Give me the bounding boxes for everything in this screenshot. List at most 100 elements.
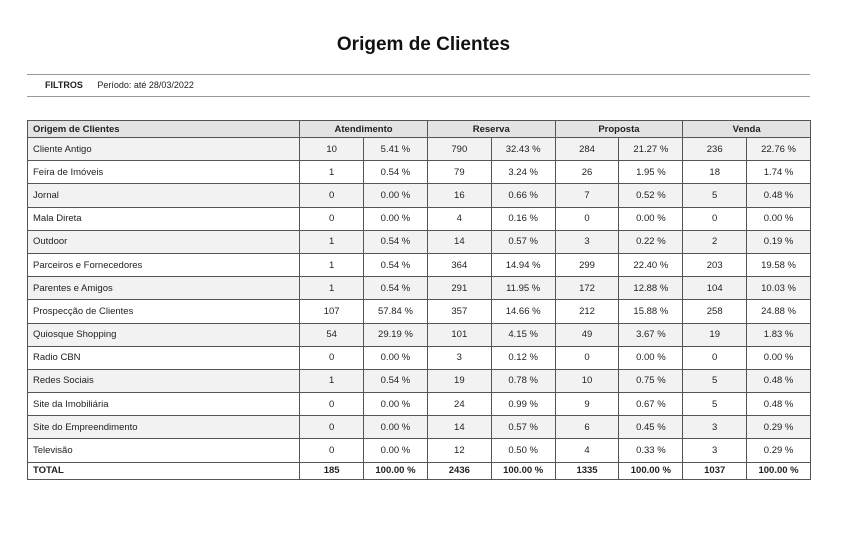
- cell-venda-count: 0: [682, 345, 748, 370]
- table-row: Radio CBN 0 0.00 % 3 0.12 % 0 0.00 % 0 0.00 %: [26, 345, 811, 370]
- cell-venda-count: 18: [682, 160, 748, 185]
- cell-reserva-pct: 0.57 %: [490, 229, 556, 254]
- table-row: Cliente Antigo 10 5.41 % 790 32.43 % 284 21.27…: [26, 136, 811, 162]
- cell-reserva-pct: 4.15 %: [490, 322, 556, 347]
- cell-proposta-count: 49: [554, 322, 620, 347]
- cell-reserva-count: 101: [426, 322, 492, 347]
- cell-reserva-count: 24: [426, 392, 492, 417]
- total-atendimento-count: 185: [299, 461, 365, 480]
- cell-venda-count: 3: [682, 438, 748, 463]
- cell-reserva-pct: 0.50 %: [490, 438, 556, 463]
- cell-atendimento-pct: 29.19 %: [363, 322, 428, 347]
- cell-venda-pct: 0.19 %: [746, 229, 811, 254]
- cell-proposta-pct: 1.95 %: [618, 160, 684, 185]
- cell-atendimento-pct: 0.00 %: [363, 438, 428, 463]
- period-filter: Período: até 28/03/2022: [97, 80, 194, 90]
- cell-venda-pct: 1.83 %: [746, 322, 811, 347]
- table-row: Mala Direta 0 0.00 % 4 0.16 % 0 0.00 % 0 0.00 %: [26, 206, 811, 231]
- cell-proposta-count: 172: [554, 276, 620, 301]
- total-venda-pct: 100.00 %: [746, 461, 811, 480]
- cell-origem: Quiosque Shopping: [26, 322, 301, 347]
- table-row: Site do Empreendimento 0 0.00 % 14 0.57 % 6 0.…: [26, 415, 811, 440]
- cell-reserva-count: 19: [426, 368, 492, 394]
- cell-venda-pct: 0.00 %: [746, 345, 811, 370]
- cell-reserva-pct: 0.57 %: [490, 415, 556, 440]
- cell-proposta-count: 9: [554, 392, 620, 417]
- cell-venda-count: 5: [682, 392, 748, 417]
- total-proposta-pct: 100.00 %: [618, 461, 684, 480]
- cell-venda-count: 236: [682, 136, 748, 162]
- cell-venda-count: 203: [682, 252, 748, 278]
- cell-reserva-pct: 32.43 %: [490, 136, 556, 162]
- cell-atendimento-count: 1: [299, 368, 365, 394]
- cell-venda-pct: 0.29 %: [746, 438, 811, 463]
- cell-proposta-pct: 15.88 %: [618, 299, 684, 324]
- filters-bar: FILTROS Período: até 28/03/2022: [27, 74, 810, 97]
- cell-atendimento-pct: 0.00 %: [363, 345, 428, 370]
- cell-venda-pct: 1.74 %: [746, 160, 811, 185]
- cell-atendimento-count: 0: [299, 392, 365, 417]
- cell-origem: Cliente Antigo: [26, 136, 301, 162]
- table-row: Quiosque Shopping 54 29.19 % 101 4.15 % 49 3.6…: [26, 322, 811, 347]
- header-venda: Venda: [682, 120, 811, 138]
- cell-proposta-pct: 0.33 %: [618, 438, 684, 463]
- cell-venda-pct: 0.00 %: [746, 206, 811, 231]
- cell-reserva-count: 3: [426, 345, 492, 370]
- filters-label: FILTROS: [45, 80, 83, 90]
- cell-proposta-count: 212: [554, 299, 620, 324]
- cell-origem: Redes Sociais: [26, 368, 301, 394]
- cell-origem: Outdoor: [26, 229, 301, 254]
- cell-venda-pct: 0.48 %: [746, 183, 811, 208]
- cell-proposta-count: 26: [554, 160, 620, 185]
- cell-atendimento-pct: 0.54 %: [363, 160, 428, 185]
- total-origem: TOTAL: [26, 461, 301, 480]
- cell-origem: Radio CBN: [26, 345, 301, 370]
- cell-proposta-pct: 0.75 %: [618, 368, 684, 394]
- total-proposta-count: 1335: [554, 461, 620, 480]
- cell-reserva-count: 14: [426, 229, 492, 254]
- cell-proposta-pct: 22.40 %: [618, 252, 684, 278]
- cell-atendimento-count: 10: [299, 136, 365, 162]
- cell-atendimento-pct: 0.00 %: [363, 206, 428, 231]
- cell-venda-count: 0: [682, 206, 748, 231]
- cell-proposta-pct: 0.22 %: [618, 229, 684, 254]
- cell-proposta-count: 10: [554, 368, 620, 394]
- cell-reserva-count: 12: [426, 438, 492, 463]
- cell-reserva-pct: 0.66 %: [490, 183, 556, 208]
- total-atendimento-pct: 100.00 %: [363, 461, 428, 480]
- cell-reserva-count: 790: [426, 136, 492, 162]
- cell-proposta-count: 284: [554, 136, 620, 162]
- cell-proposta-count: 0: [554, 345, 620, 370]
- table-row: Outdoor 1 0.54 % 14 0.57 % 3 0.22 % 2 0.19 %: [26, 229, 811, 254]
- cell-reserva-pct: 0.16 %: [490, 206, 556, 231]
- total-reserva-count: 2436: [426, 461, 492, 480]
- cell-venda-pct: 22.76 %: [746, 136, 811, 162]
- cell-origem: Jornal: [26, 183, 301, 208]
- total-reserva-pct: 100.00 %: [490, 461, 556, 480]
- table-row: Prospecção de Clientes 107 57.84 % 357 14.66…: [26, 299, 811, 324]
- cell-venda-count: 104: [682, 276, 748, 301]
- cell-reserva-pct: 11.95 %: [490, 276, 556, 301]
- cell-reserva-count: 4: [426, 206, 492, 231]
- cell-proposta-pct: 21.27 %: [618, 136, 684, 162]
- cell-proposta-count: 299: [554, 252, 620, 278]
- cell-atendimento-count: 0: [299, 183, 365, 208]
- cell-reserva-count: 14: [426, 415, 492, 440]
- cell-venda-pct: 19.58 %: [746, 252, 811, 278]
- cell-atendimento-pct: 0.00 %: [363, 415, 428, 440]
- total-venda-count: 1037: [682, 461, 748, 480]
- cell-proposta-pct: 0.00 %: [618, 345, 684, 370]
- cell-origem: Parentes e Amigos: [26, 276, 301, 301]
- cell-atendimento-count: 107: [299, 299, 365, 324]
- cell-atendimento-count: 1: [299, 252, 365, 278]
- cell-origem: Site da Imobiliária: [26, 392, 301, 417]
- cell-reserva-count: 364: [426, 252, 492, 278]
- cell-atendimento-count: 54: [299, 322, 365, 347]
- cell-reserva-pct: 14.66 %: [490, 299, 556, 324]
- cell-origem: Site do Empreendimento: [26, 415, 301, 440]
- cell-venda-pct: 0.48 %: [746, 392, 811, 417]
- cell-atendimento-pct: 0.54 %: [363, 252, 428, 278]
- table-row: Jornal 0 0.00 % 16 0.66 % 7 0.52 % 5 0.48 %: [26, 183, 811, 208]
- cell-atendimento-count: 1: [299, 229, 365, 254]
